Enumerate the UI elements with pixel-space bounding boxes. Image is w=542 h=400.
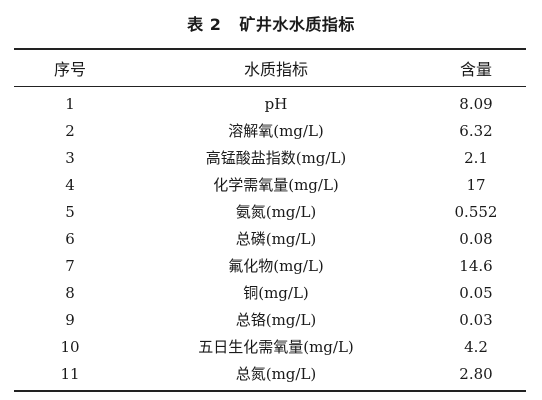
- cell-indicator: 氟化物(mg/L): [228, 257, 324, 275]
- cell-indicator: 总磷(mg/L): [235, 230, 317, 248]
- cell-indicator: 铜(mg/L): [243, 284, 309, 302]
- cell-indicator: 氨氮(mg/L): [235, 203, 317, 221]
- cell-value: 2.1: [464, 148, 488, 167]
- table-title: 矿井水水质指标: [239, 15, 355, 34]
- cell-index: 4: [65, 175, 75, 194]
- cell-value: 2.80: [459, 364, 493, 383]
- cell-index: 9: [65, 310, 75, 329]
- header-value: 含量: [459, 60, 492, 79]
- cell-indicator: 溶解氧(mg/L): [228, 122, 324, 140]
- table-header-row: 序号 水质指标 含量: [14, 50, 526, 87]
- table-row: 10 五日生化需氧量(mg/L) 4.2: [14, 333, 526, 360]
- cell-indicator: 总铬(mg/L): [235, 311, 317, 329]
- cell-index: 11: [60, 364, 80, 383]
- cell-value: 0.08: [459, 229, 493, 248]
- cell-indicator: pH: [264, 94, 288, 113]
- cell-indicator: 化学需氧量(mg/L): [213, 176, 339, 194]
- table-row: 1 pH 8.09: [14, 90, 526, 117]
- cell-index: 6: [65, 229, 75, 248]
- cell-value: 0.05: [459, 283, 493, 302]
- cell-indicator: 五日生化需氧量(mg/L): [198, 338, 354, 356]
- cell-index: 10: [60, 337, 80, 356]
- table-row: 4 化学需氧量(mg/L) 17: [14, 171, 526, 198]
- cell-index: 8: [65, 283, 75, 302]
- table-row: 2 溶解氧(mg/L) 6.32: [14, 117, 526, 144]
- cell-index: 3: [65, 148, 75, 167]
- cell-index: 5: [65, 202, 75, 221]
- cell-index: 1: [65, 94, 75, 113]
- table-row: 6 总磷(mg/L) 0.08: [14, 225, 526, 252]
- table-row: 3 高锰酸盐指数(mg/L) 2.1: [14, 144, 526, 171]
- cell-index: 7: [65, 256, 75, 275]
- cell-value: 0.03: [459, 310, 493, 329]
- table-caption: 表 2 矿井水水质指标: [0, 13, 542, 37]
- cell-index: 2: [65, 121, 75, 140]
- cell-value: 17: [466, 175, 486, 194]
- table-number: 表 2: [187, 15, 222, 34]
- table-row: 8 铜(mg/L) 0.05: [14, 279, 526, 306]
- table-body: 1 pH 8.09 2 溶解氧(mg/L) 6.32 3 高锰酸盐指数(mg/L…: [14, 87, 526, 390]
- header-index: 序号: [53, 60, 86, 79]
- cell-value: 6.32: [459, 121, 493, 140]
- table-row: 7 氟化物(mg/L) 14.6: [14, 252, 526, 279]
- cell-value: 4.2: [464, 337, 488, 356]
- cell-value: 14.6: [459, 256, 493, 275]
- water-quality-table: 序号 水质指标 含量 1 pH 8.09 2 溶解氧(mg/L) 6.32 3 …: [14, 48, 526, 392]
- cell-indicator: 高锰酸盐指数(mg/L): [205, 149, 347, 167]
- header-indicator: 水质指标: [243, 60, 308, 79]
- table-row: 5 氨氮(mg/L) 0.552: [14, 198, 526, 225]
- cell-value: 8.09: [459, 94, 493, 113]
- table-row: 9 总铬(mg/L) 0.03: [14, 306, 526, 333]
- cell-indicator: 总氮(mg/L): [235, 365, 317, 383]
- cell-value: 0.552: [454, 202, 498, 221]
- table-row: 11 总氮(mg/L) 2.80: [14, 360, 526, 387]
